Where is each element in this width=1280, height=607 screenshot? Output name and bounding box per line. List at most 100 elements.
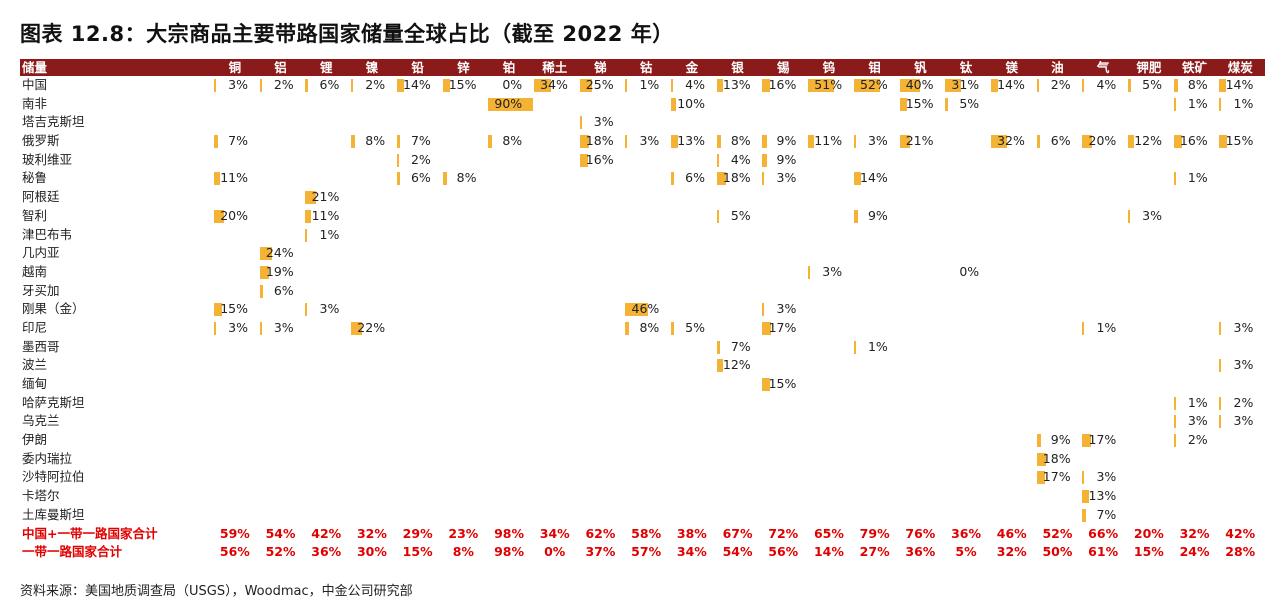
data-bar <box>214 135 218 149</box>
data-label: 11% <box>220 170 248 186</box>
data-bar <box>1219 359 1222 373</box>
data-bar <box>716 172 726 186</box>
data-bar <box>945 79 961 92</box>
data-bar <box>853 209 859 223</box>
total-value: 56% <box>768 544 799 560</box>
data-label: 1% <box>639 77 660 92</box>
header-commodity: 油 <box>1051 60 1064 75</box>
country-label: 墨西哥 <box>22 338 60 354</box>
total-row: 一带一路国家合计 56% 52% 36% 30% 15% 8% 98% 0% 37% 57% 34% 5… <box>20 543 1265 562</box>
data-bar <box>808 265 811 279</box>
table-row: 俄罗斯 7% 8% 7% 8% 18% 3% 13% 8% 9% 11% 3% 21% 32% 6% 20% 1… <box>20 132 1265 151</box>
header-commodity: 铝 <box>274 60 287 75</box>
data-bar <box>305 228 308 242</box>
data-label: 9% <box>867 207 888 223</box>
table-row: 津巴布韦 1% <box>20 226 1265 245</box>
data-bar <box>1082 434 1091 448</box>
data-bar <box>1219 135 1227 149</box>
data-label: 7% <box>1096 506 1117 522</box>
total-row: 中国+一带一路国家合计 59% 54% 42% 32% 29% 23% 98% 34% 62% 58… <box>20 525 1265 544</box>
total-value: 32% <box>356 525 387 541</box>
data-label: 24% <box>265 245 294 261</box>
data-bar <box>671 135 678 149</box>
total-value: 42% <box>1225 525 1256 541</box>
data-label: 14% <box>403 77 431 92</box>
data-bar <box>259 321 262 335</box>
data-bar <box>1128 209 1130 223</box>
total-label: 中国+一带一路国家合计 <box>22 525 158 541</box>
data-label: 3% <box>1233 357 1254 373</box>
data-bar <box>1219 79 1227 92</box>
header-commodity: 钛 <box>959 60 973 75</box>
data-label: 11% <box>311 207 340 223</box>
data-bar <box>625 135 628 149</box>
data-label: 6% <box>685 170 705 186</box>
header-commodity: 镁 <box>1005 60 1018 75</box>
table-row: 缅甸 15% <box>20 375 1265 394</box>
data-label: 34% <box>540 77 568 92</box>
data-label: 25% <box>585 77 614 92</box>
total-value: 24% <box>1179 544 1210 560</box>
data-bar <box>214 321 216 335</box>
data-label: 13% <box>1088 488 1117 504</box>
total-value: 52% <box>1042 525 1073 541</box>
total-value: 59% <box>219 525 250 541</box>
data-label: 3% <box>1233 319 1254 335</box>
data-bar <box>305 303 308 317</box>
data-label: 5% <box>959 95 980 111</box>
data-label: 14% <box>997 77 1025 92</box>
data-label: 8% <box>730 133 751 149</box>
data-label: 8% <box>456 170 477 186</box>
total-value: 15% <box>402 544 433 560</box>
data-label: 16% <box>768 77 797 92</box>
data-label: 31% <box>951 77 980 92</box>
data-label: 3% <box>593 114 614 130</box>
country-label: 缅甸 <box>22 376 48 391</box>
data-bar <box>396 79 404 92</box>
data-bar <box>1219 97 1222 111</box>
data-label: 9% <box>776 151 797 167</box>
data-label: 2% <box>1233 394 1254 410</box>
data-bar <box>351 321 363 335</box>
data-label: 8% <box>502 133 523 149</box>
total-value: 32% <box>1179 525 1210 541</box>
total-value: 42% <box>311 525 342 541</box>
data-label: 3% <box>273 319 294 335</box>
country-label: 几内亚 <box>22 245 60 261</box>
table-row: 中国 3% 2% 6% 2% 14% 15% 0% 34% 25% 1% 4% 13% 16% 51% 52%… <box>20 76 1265 95</box>
data-bar <box>1082 490 1089 504</box>
total-value: 15% <box>1133 544 1164 560</box>
data-label: 90% <box>494 95 523 111</box>
data-label: 6% <box>410 170 431 186</box>
data-bar <box>442 172 447 186</box>
data-bar <box>1128 79 1131 92</box>
total-value: 8% <box>452 544 474 560</box>
total-value: 34% <box>539 525 570 541</box>
table-row: 乌克兰 3% 3% <box>20 412 1265 431</box>
data-bar <box>853 340 856 354</box>
data-label: 1% <box>1187 394 1208 410</box>
total-value: 0% <box>544 544 566 560</box>
total-value: 61% <box>1088 544 1119 560</box>
data-bar <box>990 79 998 92</box>
data-label: 2% <box>410 151 431 167</box>
total-value: 46% <box>996 525 1027 541</box>
data-bar <box>259 247 272 261</box>
data-bar <box>305 191 316 205</box>
table-row: 卡塔尔 13% <box>20 487 1265 506</box>
data-label: 13% <box>677 133 705 149</box>
data-bar <box>1173 97 1176 111</box>
table-row: 沙特阿拉伯 17% 3% <box>20 468 1265 487</box>
header-commodity: 银 <box>731 60 744 75</box>
data-label: 18% <box>722 170 751 186</box>
header-commodity: 铜 <box>228 60 242 75</box>
chart-title: 图表 12.8：大宗商品主要带路国家储量全球占比（截至 2022 年） <box>20 22 674 46</box>
data-bar <box>305 79 309 92</box>
total-value: 54% <box>265 525 296 541</box>
data-bar <box>351 79 354 92</box>
data-label: 4% <box>730 151 751 167</box>
total-value: 20% <box>1133 525 1164 541</box>
table-row: 几内亚 24% <box>20 244 1265 263</box>
data-label: 4% <box>1096 77 1117 92</box>
data-label: 1% <box>1187 170 1208 186</box>
